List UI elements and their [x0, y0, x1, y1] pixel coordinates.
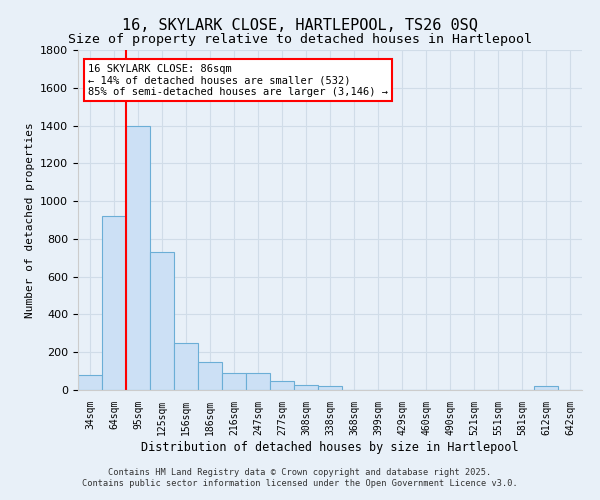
Bar — [222, 373, 246, 390]
Bar — [294, 386, 318, 390]
Y-axis label: Number of detached properties: Number of detached properties — [25, 122, 35, 318]
Bar — [198, 362, 222, 390]
Text: 16 SKYLARK CLOSE: 86sqm
← 14% of detached houses are smaller (532)
85% of semi-d: 16 SKYLARK CLOSE: 86sqm ← 14% of detache… — [88, 64, 388, 97]
Text: Contains HM Land Registry data © Crown copyright and database right 2025.
Contai: Contains HM Land Registry data © Crown c… — [82, 468, 518, 487]
Bar — [534, 386, 558, 390]
Bar — [150, 252, 174, 390]
Bar — [318, 386, 342, 390]
Text: 16, SKYLARK CLOSE, HARTLEPOOL, TS26 0SQ: 16, SKYLARK CLOSE, HARTLEPOOL, TS26 0SQ — [122, 18, 478, 32]
Bar — [102, 216, 126, 390]
X-axis label: Distribution of detached houses by size in Hartlepool: Distribution of detached houses by size … — [141, 440, 519, 454]
Bar — [246, 373, 270, 390]
Bar — [78, 375, 102, 390]
Bar — [270, 380, 294, 390]
Bar — [174, 343, 198, 390]
Bar — [126, 126, 150, 390]
Text: Size of property relative to detached houses in Hartlepool: Size of property relative to detached ho… — [68, 32, 532, 46]
